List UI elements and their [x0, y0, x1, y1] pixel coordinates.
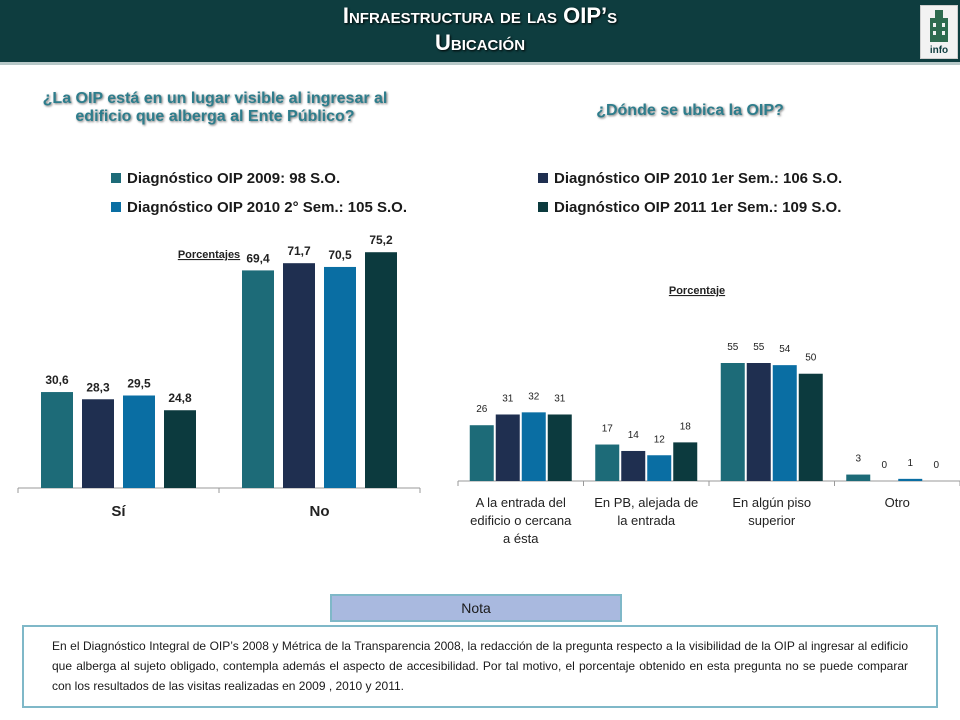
legend-swatch	[538, 173, 548, 183]
data-label: 71,7	[287, 244, 311, 258]
bar	[746, 363, 771, 481]
legend-swatch	[538, 202, 548, 212]
bar	[469, 425, 494, 481]
data-label: 30,6	[45, 373, 69, 387]
x-tick-label: Sí	[111, 503, 126, 520]
data-label: 50	[805, 353, 817, 364]
bar	[123, 395, 155, 488]
logo-text: info	[929, 45, 949, 56]
legend-left: Diagnóstico OIP 2009: 98 S.O. Diagnóstic…	[111, 168, 407, 226]
bar	[283, 263, 315, 488]
legend-label: Diagnóstico OIP 2010 2° Sem.: 105 S.O.	[127, 198, 408, 216]
bar	[595, 444, 620, 481]
nota-title: Nota	[330, 594, 622, 622]
bar	[82, 399, 114, 488]
legend-label: Diagnóstico OIP 2010 1er Sem.: 106 S.O.	[554, 169, 843, 187]
bar	[547, 414, 572, 481]
bar	[772, 365, 797, 481]
legend-right: Diagnóstico OIP 2010 1er Sem.: 106 S.O. …	[538, 168, 842, 226]
bar	[495, 414, 520, 481]
data-label: 12	[654, 434, 666, 445]
legend-item-2011-1sem: Diagnóstico OIP 2011 1er Sem.: 109 S.O.	[538, 197, 842, 217]
x-tick-label: la entrada	[617, 513, 676, 528]
bar	[720, 363, 745, 481]
bar	[365, 252, 397, 488]
y-axis-label: Porcentajes	[178, 249, 240, 261]
legend-item-2010-1sem: Diagnóstico OIP 2010 1er Sem.: 106 S.O.	[538, 168, 842, 188]
data-label: 70,5	[328, 248, 352, 262]
building-logo-icon	[930, 10, 948, 42]
page-title: Infraestructura de las OIP’s	[342, 3, 618, 28]
x-tick-label: No	[310, 503, 330, 520]
x-tick-label: Otro	[885, 495, 910, 510]
legend-swatch	[111, 173, 121, 183]
data-label: 0	[881, 460, 887, 471]
visibility-chart: Porcentajes 30,6 28,3 29,5 24,8 Sí 69,4 71,7 70,…	[17, 233, 421, 520]
bar	[164, 410, 196, 488]
data-label: 1	[907, 458, 913, 469]
bar	[621, 450, 646, 481]
data-label: 17	[602, 424, 614, 435]
bar	[673, 442, 698, 481]
data-label: 14	[628, 430, 640, 441]
data-label: 0	[933, 460, 939, 471]
legend-swatch	[111, 202, 121, 212]
right-question: ¿Dónde se ubica la OIP?	[596, 102, 784, 119]
data-label: 26	[476, 404, 488, 415]
data-label: 75,2	[369, 233, 393, 247]
left-question: ¿La OIP está en un lugar visible al ingr…	[42, 90, 388, 125]
data-label: 31	[554, 393, 566, 404]
bar	[898, 478, 923, 481]
data-label: 28,3	[86, 380, 110, 394]
y-axis-label: Porcentaje	[669, 285, 725, 297]
bar	[846, 474, 871, 481]
nota-text: En el Diagnóstico Integral de OIP’s 2008…	[22, 625, 938, 708]
x-tick-label: En algún piso	[732, 495, 811, 510]
bar	[647, 455, 672, 481]
data-label: 18	[680, 421, 692, 432]
bar	[324, 266, 356, 488]
data-label: 32	[528, 391, 540, 402]
bar	[242, 270, 274, 488]
legend-item-2009: Diagnóstico OIP 2009: 98 S.O.	[111, 168, 407, 188]
data-label: 31	[502, 393, 514, 404]
x-tick-label: En PB, alejada de	[594, 495, 698, 510]
x-tick-label: a ésta	[503, 531, 539, 546]
info-logo: info	[920, 5, 958, 59]
x-tick-label: A la entrada del	[476, 495, 566, 510]
data-label: 3	[855, 454, 861, 465]
data-label: 55	[753, 342, 765, 353]
title-banner: Infraestructura de las OIP’s Ubicación i…	[0, 0, 960, 65]
x-tick-label: edificio o cercana	[470, 513, 572, 528]
data-label: 29,5	[127, 377, 151, 391]
x-tick-label: superior	[748, 513, 796, 528]
legend-label: Diagnóstico OIP 2009: 98 S.O.	[127, 169, 341, 187]
data-label: 24,8	[168, 391, 192, 405]
page-subtitle: Ubicación	[434, 30, 526, 55]
bar	[798, 373, 823, 481]
data-label: 55	[727, 342, 739, 353]
bar	[521, 412, 546, 481]
data-label: 69,4	[246, 251, 270, 265]
legend-label: Diagnóstico OIP 2011 1er Sem.: 109 S.O.	[554, 198, 842, 216]
data-label: 54	[779, 344, 791, 355]
bar	[41, 392, 73, 488]
legend-item-2010-2sem: Diagnóstico OIP 2010 2° Sem.: 105 S.O.	[111, 197, 407, 217]
